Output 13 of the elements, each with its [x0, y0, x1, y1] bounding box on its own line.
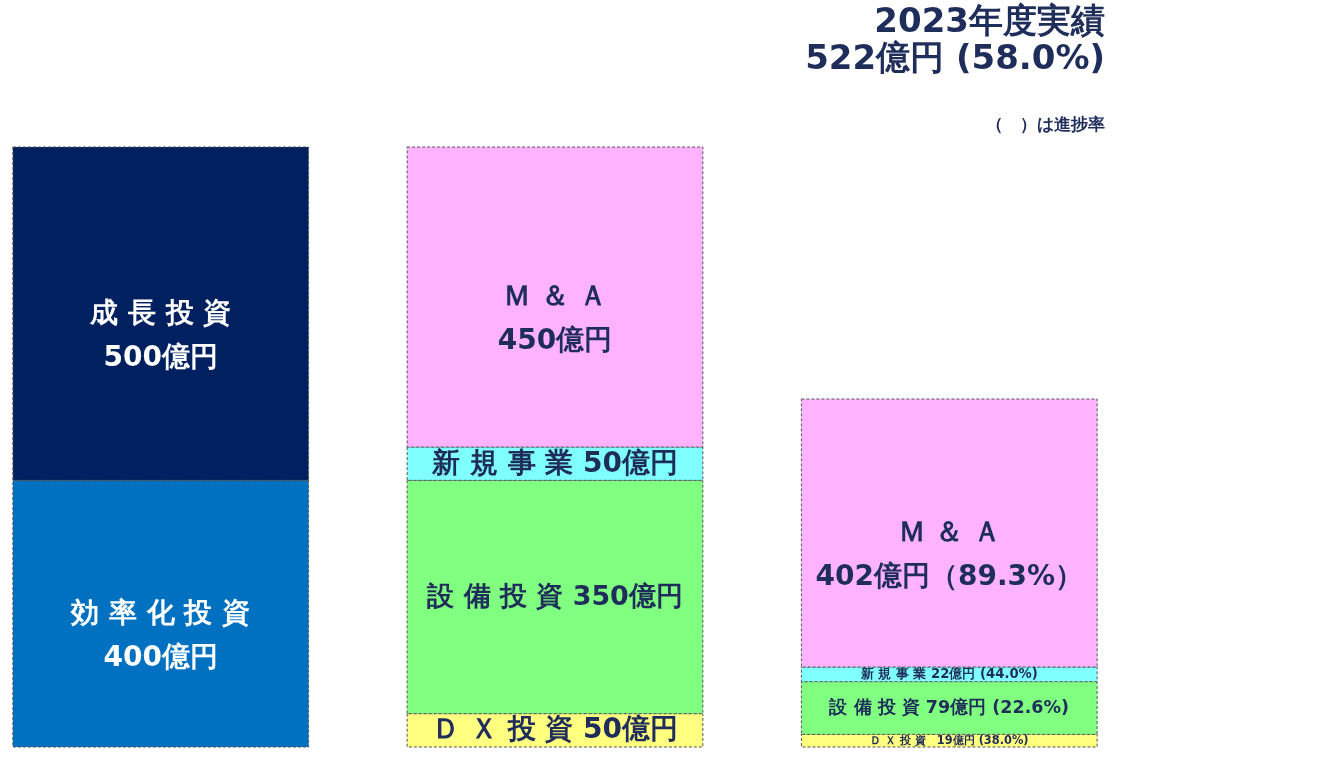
data-label: 効 率 化 投 資 400億円	[70, 595, 251, 673]
data-label: 成 長 投 資 500億円	[89, 295, 232, 373]
data-label: Ｄ Ｘ 投 資 19億円 (38.0%)	[869, 732, 1029, 747]
data-label: 設 備 投 資 350億円	[426, 580, 683, 611]
data-label: 新 規 事 業 22億円 (44.0%)	[859, 666, 1038, 682]
data-label: 新 規 事 業 50億円	[431, 445, 678, 479]
data-label: Ｍ ＆ Ａ 402億円（89.3%）	[815, 515, 1084, 592]
data-label: Ｍ ＆ Ａ 450億円	[497, 279, 613, 356]
data-label: Ｄ Ｘ 投 資 50億円	[432, 712, 678, 746]
chart-title: 2023年度実績	[874, 0, 1105, 40]
data-label: 設 備 投 資 79億円 (22.6%)	[828, 697, 1070, 717]
chart-subtitle: 522億円 (58.0%)	[805, 37, 1105, 77]
text: （ ）は進捗率	[986, 114, 1105, 134]
